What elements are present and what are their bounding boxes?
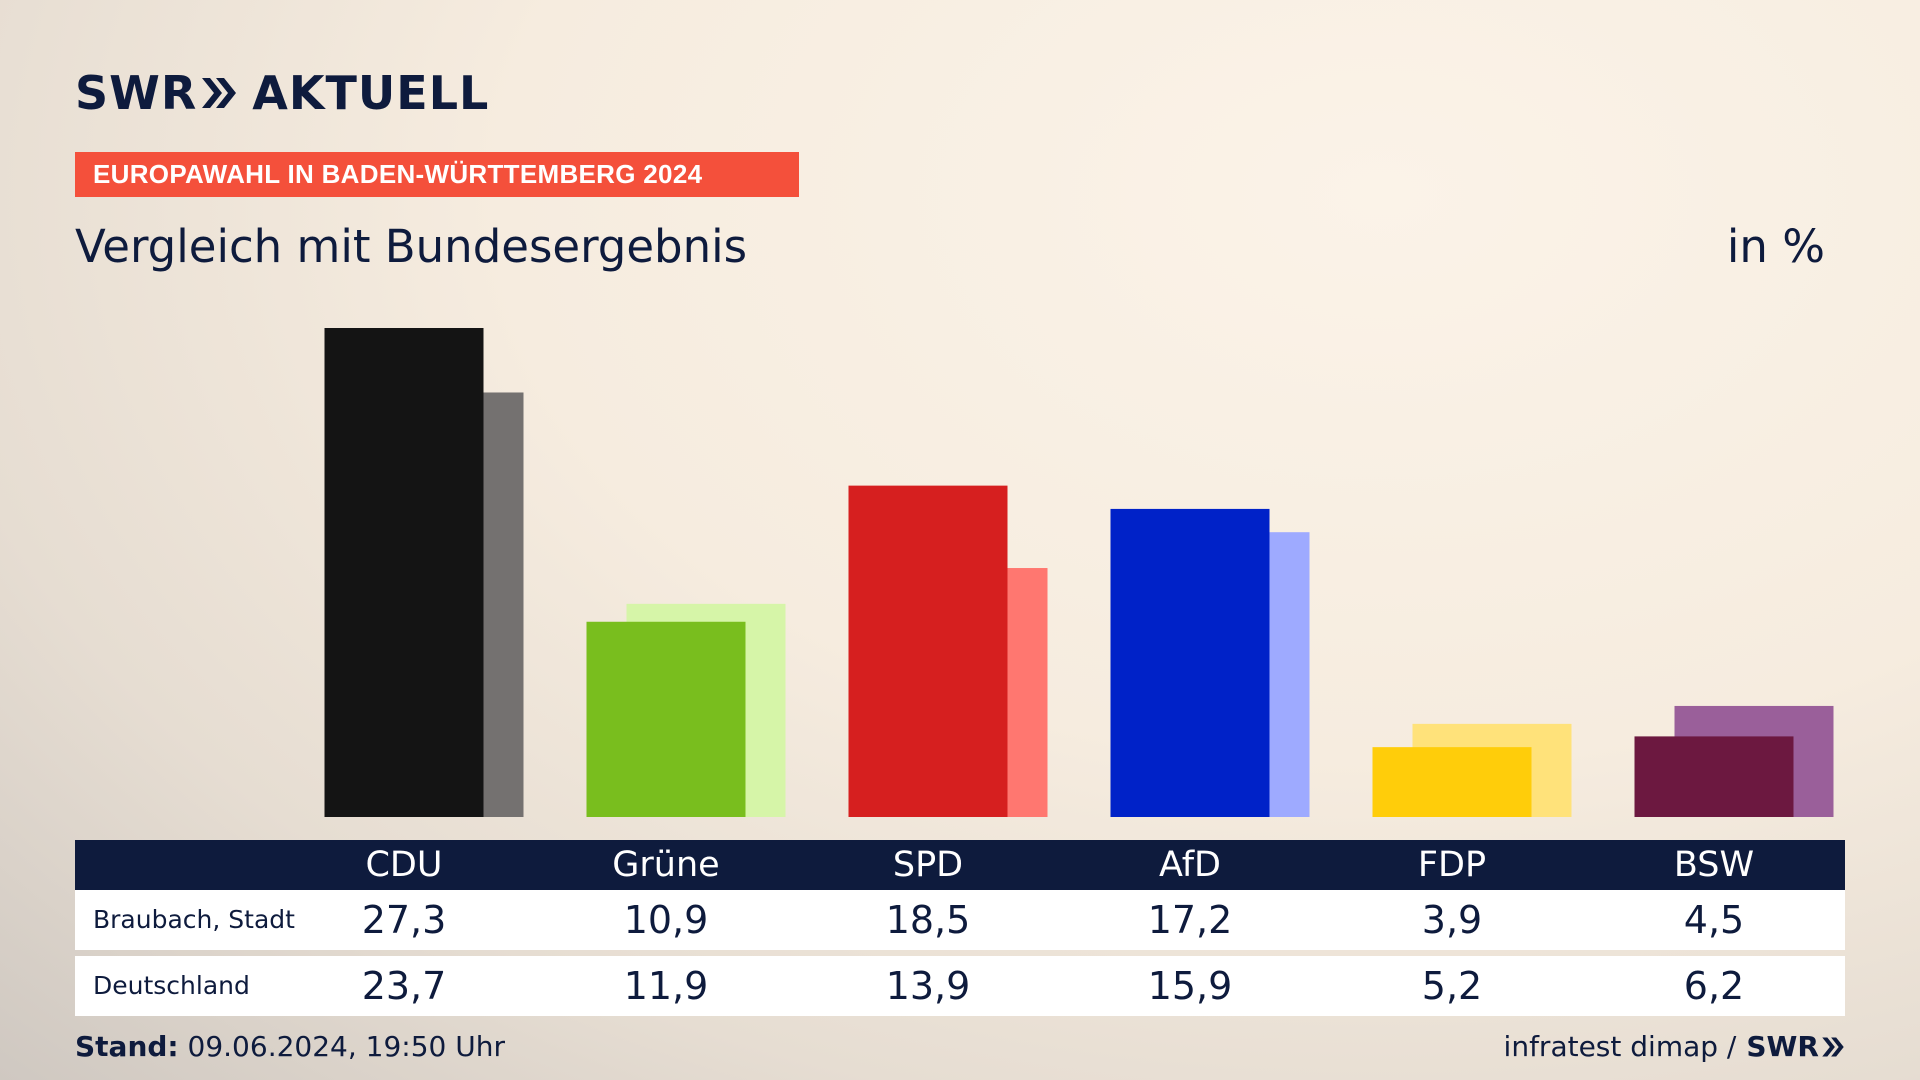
- party-label-fdp: FDP: [1417, 845, 1487, 885]
- bar-local-afd: [1110, 508, 1270, 817]
- source-text: infratest dimap /: [1503, 1030, 1737, 1063]
- value-national-afd: 15,9: [1147, 964, 1233, 1008]
- value-national-bsw: 6,2: [1683, 964, 1745, 1008]
- double-chevron-icon: [1822, 1037, 1844, 1056]
- table-header: CDU Grüne SPD AfD FDP BSW: [75, 840, 1845, 890]
- value-national-gruene: 11,9: [623, 964, 709, 1008]
- party-label-afd: AfD: [1159, 845, 1221, 885]
- double-chevron-icon: [202, 78, 237, 108]
- bar-chart: [324, 328, 1834, 817]
- bar-local-cdu: [324, 328, 484, 817]
- logo-brand: SWR: [75, 66, 198, 120]
- bar-local-bsw: [1634, 736, 1794, 817]
- bar-local-fdp: [1372, 747, 1532, 817]
- value-national-fdp: 5,2: [1421, 964, 1483, 1008]
- table-row-local: Braubach, Stadt 27,3 10,9 18,5 17,2 3,9 …: [75, 890, 1845, 950]
- bar-local-gruene: [586, 621, 746, 817]
- value-national-cdu: 23,7: [361, 964, 447, 1008]
- footer-timestamp: Stand: 09.06.2024, 19:50 Uhr: [75, 1030, 505, 1063]
- value-local-spd: 18,5: [885, 898, 971, 942]
- unit-label: in %: [1726, 220, 1825, 273]
- stand-value: 09.06.2024, 19:50 Uhr: [187, 1030, 505, 1063]
- value-local-afd: 17,2: [1147, 898, 1233, 942]
- chart-title: Vergleich mit Bundesergebnis: [75, 220, 748, 273]
- party-label-bsw: BSW: [1673, 845, 1755, 885]
- stand-label: Stand:: [75, 1030, 179, 1063]
- value-national-spd: 13,9: [885, 964, 971, 1008]
- table-row-national: Deutschland 23,7 11,9 13,9 15,9 5,2 6,2: [75, 956, 1845, 1016]
- party-label-cdu: CDU: [365, 845, 443, 885]
- row-label-local: Braubach, Stadt: [93, 905, 295, 934]
- bar-local-spd: [848, 485, 1008, 817]
- swr-aktuell-logo: SWR AKTUELL: [75, 66, 489, 120]
- source-brand: SWR: [1746, 1030, 1819, 1063]
- logo-product: AKTUELL: [252, 66, 490, 120]
- party-label-spd: SPD: [892, 845, 964, 885]
- party-label-gruene: Grüne: [612, 845, 720, 885]
- value-local-fdp: 3,9: [1421, 898, 1483, 942]
- value-local-cdu: 27,3: [361, 898, 447, 942]
- row-label-national: Deutschland: [93, 971, 250, 1000]
- value-local-bsw: 4,5: [1683, 898, 1745, 942]
- value-local-gruene: 10,9: [623, 898, 709, 942]
- footer-source: infratest dimap / SWR: [1504, 1030, 1845, 1063]
- kicker-banner: EUROPAWAHL IN BADEN-WÜRTTEMBERG 2024: [75, 152, 799, 197]
